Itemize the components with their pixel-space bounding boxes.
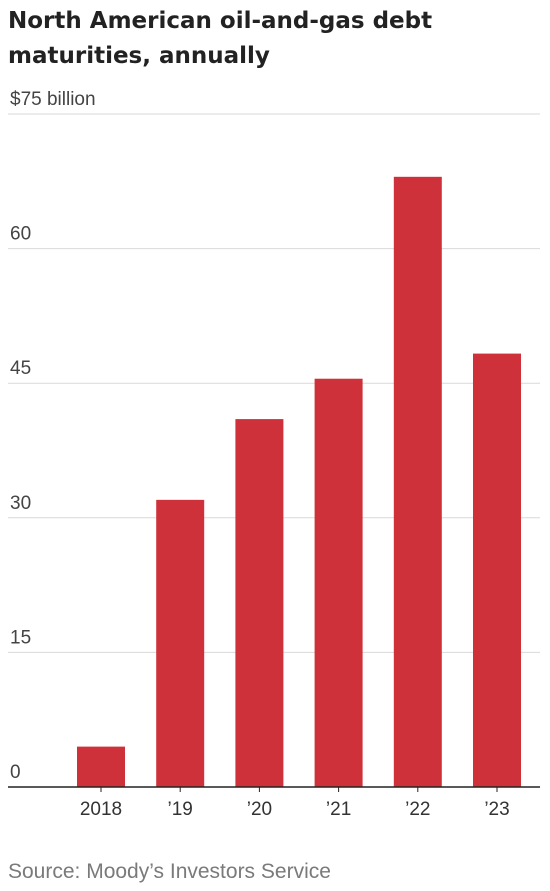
y-tick-label-0: 0 bbox=[10, 762, 21, 783]
x-tick-label-2: ’20 bbox=[247, 799, 272, 820]
y-tick-label-75: $75 billion bbox=[10, 89, 96, 110]
source-note: Source: Moody’s Investors Service bbox=[8, 860, 331, 883]
chart-title: North American oil-and-gas debt maturiti… bbox=[8, 8, 433, 69]
x-tick-label-1: ’19 bbox=[168, 799, 193, 820]
x-tick-label-3: ’21 bbox=[326, 799, 351, 820]
bar-5 bbox=[473, 353, 521, 787]
bar-3 bbox=[314, 378, 363, 787]
y-tick-label-45: 45 bbox=[10, 358, 31, 379]
x-tick-label-4: ’22 bbox=[405, 799, 430, 820]
x-tick-label-0: 2018 bbox=[80, 799, 122, 820]
bar-4 bbox=[393, 176, 442, 787]
y-tick-label-60: 60 bbox=[10, 224, 31, 245]
bar-1 bbox=[156, 499, 205, 787]
y-tick-label-30: 30 bbox=[10, 493, 31, 514]
y-tick-label-15: 15 bbox=[10, 627, 31, 648]
bar-0 bbox=[77, 746, 125, 787]
bar-2 bbox=[235, 419, 284, 787]
x-tick-label-5: ’23 bbox=[484, 799, 509, 820]
